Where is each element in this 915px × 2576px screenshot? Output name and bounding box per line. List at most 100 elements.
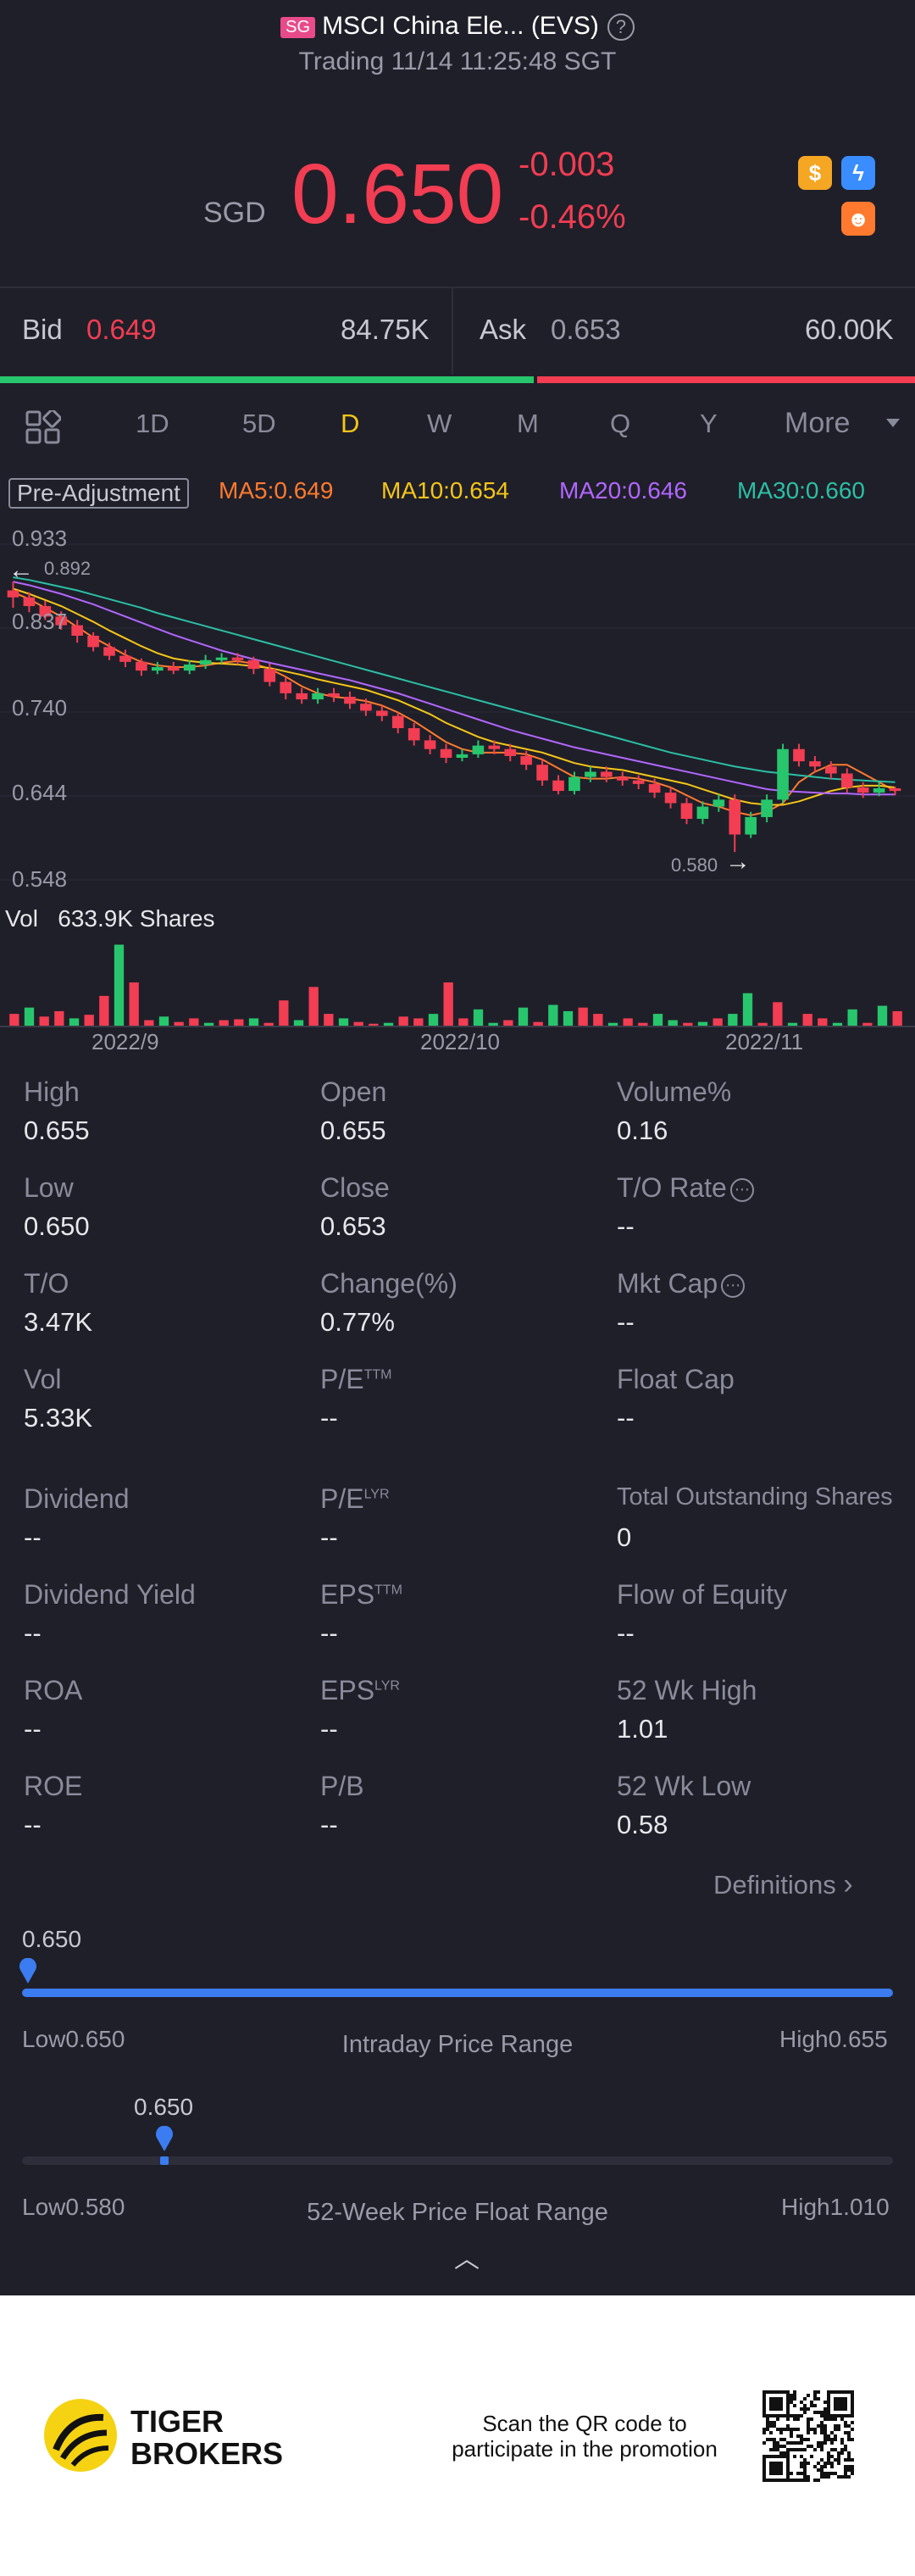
qr-module	[847, 2424, 851, 2428]
tab-m[interactable]: M	[517, 409, 539, 438]
qr-module	[837, 2475, 840, 2479]
qr-module	[790, 2394, 793, 2397]
help-icon[interactable]: ?	[607, 14, 635, 42]
qr-module	[834, 2458, 837, 2462]
tab-1d[interactable]: 1D	[136, 409, 169, 438]
qr-module	[847, 2458, 851, 2462]
qr-module	[844, 2458, 847, 2462]
qr-module	[840, 2448, 844, 2451]
tab-5d[interactable]: 5D	[242, 409, 276, 438]
stat-value-float-cap: --	[617, 1403, 635, 1433]
collapse-chevron-icon[interactable]: ︿	[454, 2245, 480, 2273]
volume-bar	[488, 1022, 498, 1027]
qr-module	[834, 2448, 837, 2451]
qr-module	[793, 2390, 796, 2394]
qr-module	[796, 2472, 800, 2475]
brand-line-2: BROKERS	[130, 2436, 284, 2471]
qr-module	[783, 2438, 786, 2441]
candle-body	[71, 625, 83, 636]
qr-module	[840, 2451, 844, 2455]
qr-module	[793, 2417, 796, 2421]
qr-module	[820, 2475, 824, 2479]
qr-module	[796, 2434, 800, 2438]
pre-adjustment-toggle[interactable]: Pre-Adjustment	[8, 478, 189, 509]
stat-value-mkt-cap: --	[617, 1307, 635, 1337]
header: SG MSCI China Ele... (EVS)? Trading 11/14…	[0, 0, 915, 85]
qr-module	[840, 2417, 844, 2421]
tab-y[interactable]: Y	[700, 409, 718, 438]
volume-bar	[84, 1015, 94, 1027]
qr-module	[796, 2417, 800, 2421]
candle-body	[777, 748, 789, 800]
stat-value-high: 0.655	[24, 1116, 90, 1145]
ma10-legend: MA10:0.654	[381, 477, 509, 504]
stat-label-52-wk-high: 52 Wk High	[617, 1675, 757, 1705]
stat-value-vol: 5.33K	[24, 1403, 93, 1433]
qr-module	[847, 2431, 851, 2434]
candle-body	[601, 771, 613, 777]
qr-module	[796, 2441, 800, 2445]
volume-bar	[54, 1010, 64, 1027]
qr-module	[844, 2421, 847, 2424]
volume-bar	[293, 1020, 304, 1027]
promo-line-1: Scan the QR code to	[482, 2411, 687, 2436]
qr-module	[830, 2455, 834, 2458]
volume-bar	[892, 1010, 902, 1027]
lightning-app-icon[interactable]: ϟ	[841, 156, 875, 190]
volume-bar	[144, 1020, 154, 1027]
stat-value-t-o-rate: --	[617, 1211, 635, 1241]
stat-label-eps: EPSTTM	[320, 1579, 402, 1610]
info-icon[interactable]: ⋯	[721, 1273, 746, 1298]
qr-module	[810, 2428, 813, 2431]
dollar-app-icon[interactable]: $	[798, 156, 832, 190]
y-label-2: 0.837	[12, 609, 68, 634]
x-label-oct: 2022/10	[420, 1029, 500, 1054]
stat-label-close: Close	[320, 1172, 390, 1203]
stat-label-mkt-cap[interactable]: Mkt Cap ⋯	[617, 1268, 746, 1299]
qr-module	[803, 2397, 807, 2401]
qr-module	[800, 2438, 803, 2441]
qr-module	[790, 2441, 793, 2445]
candle-body	[136, 661, 147, 671]
tab-w[interactable]: W	[427, 409, 452, 438]
tab-q[interactable]: Q	[610, 409, 631, 438]
qr-module	[824, 2424, 827, 2428]
tiger-app-icon[interactable]: ☻	[841, 202, 875, 236]
candle-body	[167, 667, 180, 671]
candle-body	[793, 748, 805, 762]
week52-current-label: 0.650	[134, 2094, 194, 2120]
qr-module	[813, 2404, 817, 2407]
layout-grid-icon[interactable]	[25, 409, 62, 444]
price-chart[interactable]	[0, 526, 915, 899]
qr-module	[786, 2441, 790, 2445]
tab-d[interactable]: D	[341, 409, 360, 438]
qr-module	[840, 2441, 844, 2445]
chevron-right-icon: ›	[843, 1868, 853, 1900]
candle-body	[231, 657, 244, 660]
qr-module	[773, 2441, 776, 2445]
qr-module	[766, 2428, 769, 2431]
stat-value-p-b: --	[320, 1810, 338, 1839]
candle-body	[825, 766, 837, 774]
info-icon[interactable]: ⋯	[729, 1177, 754, 1202]
candle-body	[696, 806, 709, 819]
candle-body	[520, 755, 532, 765]
definitions-link[interactable]: Definitions ›	[713, 1868, 853, 1901]
more-dropdown-icon[interactable]	[886, 419, 900, 427]
candle-body	[616, 776, 629, 781]
stat-label-t-o-rate[interactable]: T/O Rate ⋯	[617, 1172, 754, 1204]
qr-module	[824, 2438, 827, 2441]
volume-chart[interactable]	[0, 932, 915, 1027]
stat-value-dividend-yield: --	[24, 1618, 42, 1648]
intraday-pin-icon	[19, 1958, 36, 1983]
qr-code[interactable]	[762, 2390, 854, 2482]
tab-more[interactable]: More	[785, 407, 851, 439]
qr-module	[830, 2441, 834, 2445]
market-badge: SG	[280, 16, 316, 38]
qr-module	[803, 2468, 807, 2472]
stat-label-52-wk-low: 52 Wk Low	[617, 1771, 751, 1801]
title-row[interactable]: SG MSCI China Ele... (EVS)?	[0, 12, 915, 42]
qr-module	[769, 2438, 773, 2441]
volume-label: Vol 633.9K Shares	[5, 905, 215, 932]
y-label-3: 0.740	[12, 695, 68, 721]
